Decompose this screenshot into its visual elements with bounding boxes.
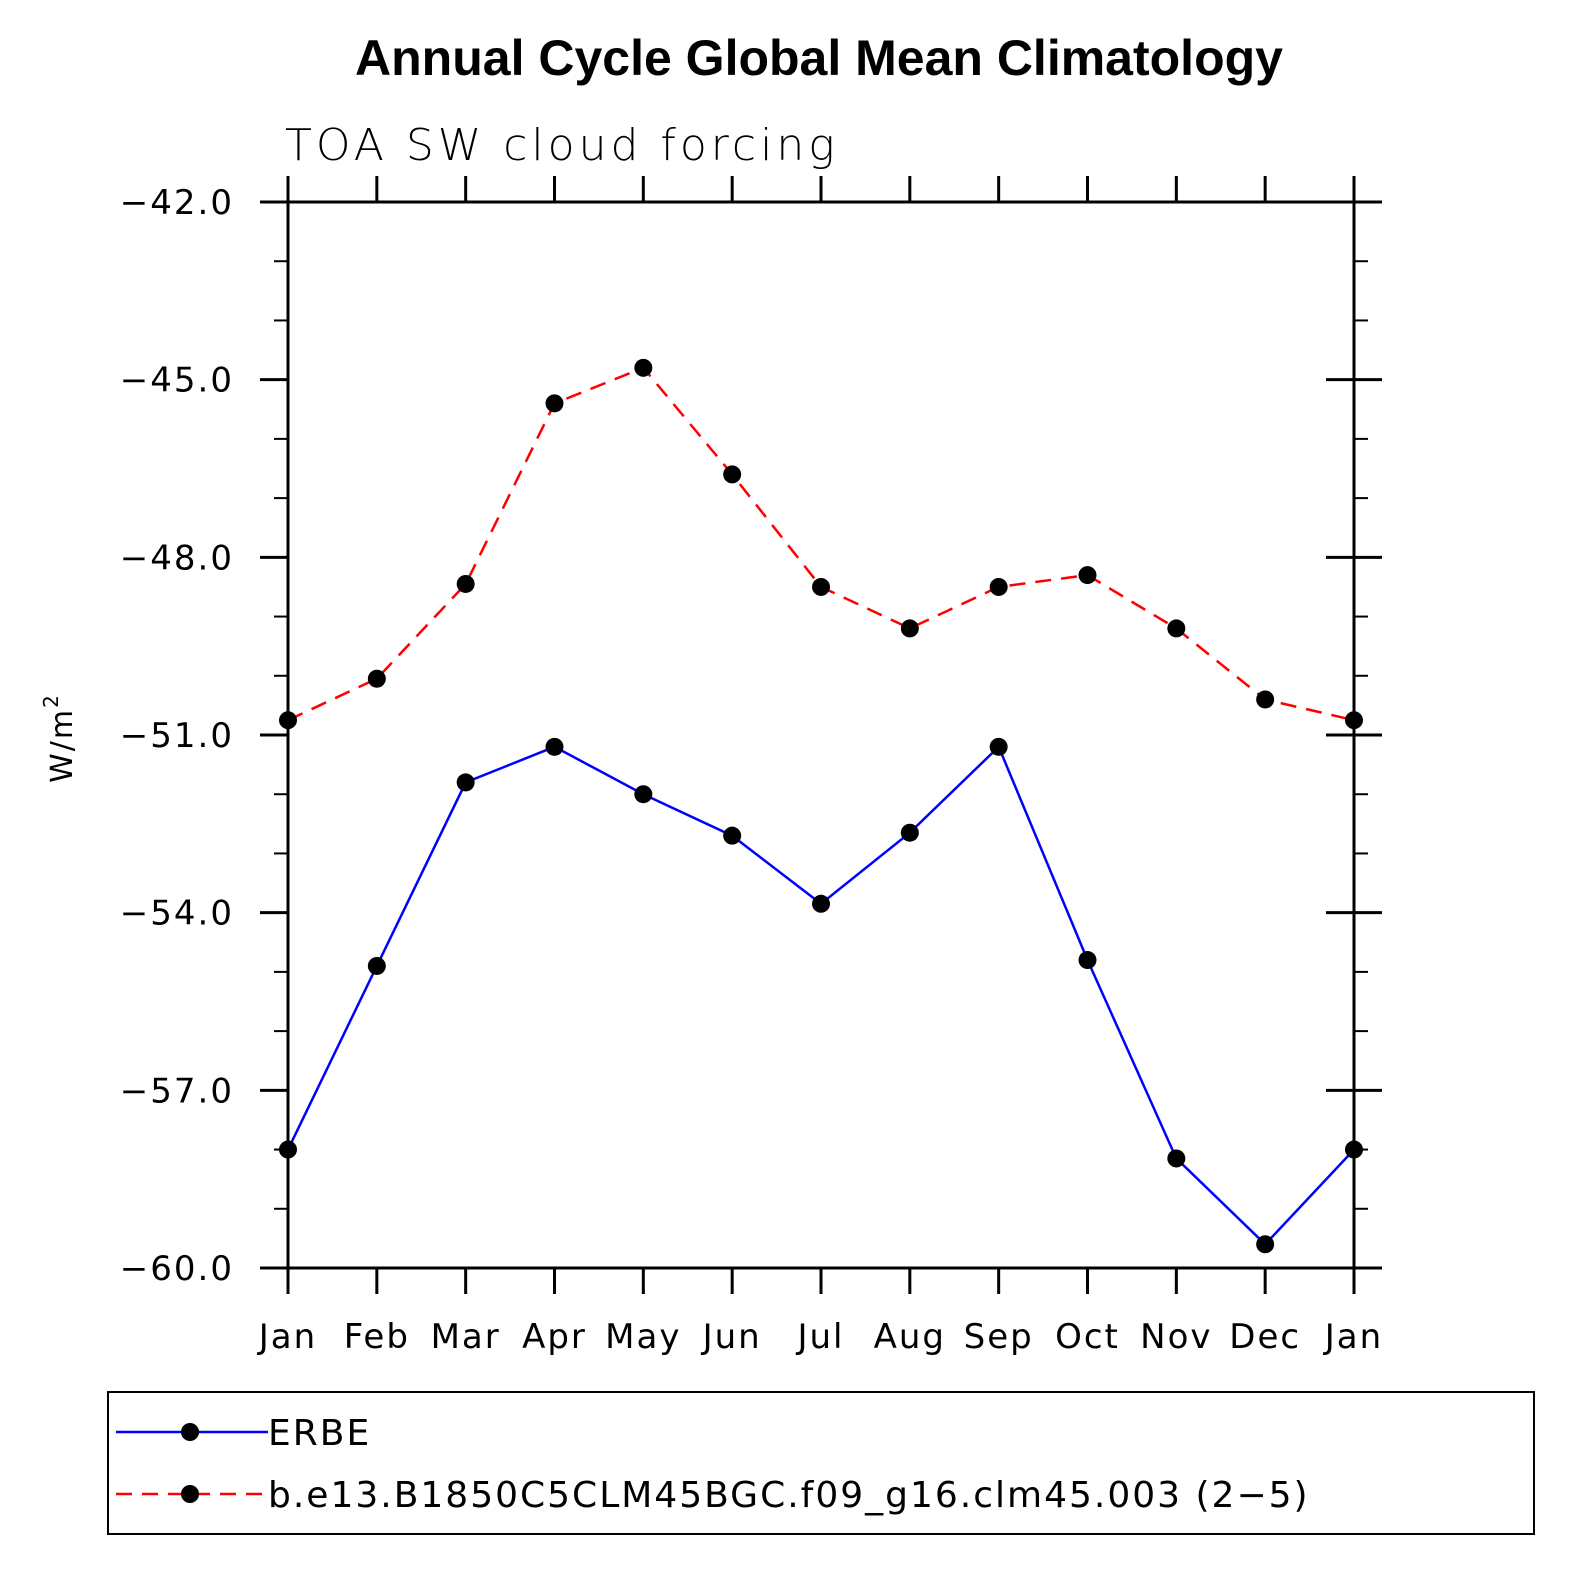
series-line-1 bbox=[287, 366, 1355, 722]
legend-swatch-marker bbox=[181, 1423, 199, 1441]
y-tick-label: −42.0 bbox=[120, 183, 234, 223]
x-tick-label: Jan bbox=[257, 1317, 317, 1357]
series-point-1 bbox=[1167, 619, 1186, 638]
legend: ERBE b.e13.B1850C5CLM45BGC.f09_g16.clm45.… bbox=[116, 1413, 1310, 1516]
x-tick-labels: Jan Feb Mar Apr May Jun Jul Aug Sep Oct Nov Dec Jan bbox=[257, 1317, 1383, 1357]
series-point-0 bbox=[1256, 1235, 1275, 1254]
y-axis-label-superscript: 2 bbox=[39, 693, 63, 708]
series-point-1 bbox=[279, 711, 297, 730]
y-tick-label: −54.0 bbox=[120, 894, 234, 934]
x-tick-label: Nov bbox=[1140, 1317, 1212, 1357]
x-tick-label: Dec bbox=[1229, 1317, 1301, 1357]
series-points bbox=[279, 358, 1363, 1254]
y-tick-labels: −42.0 −45.0 −48.0 −51.0 −54.0 −57.0 −60.0 bbox=[120, 183, 234, 1289]
x-tick-label: Feb bbox=[344, 1317, 410, 1357]
x-tick-label: Jun bbox=[701, 1317, 762, 1357]
series-point-1 bbox=[989, 577, 1008, 596]
series-point-1 bbox=[545, 394, 564, 413]
series-point-1 bbox=[367, 669, 386, 688]
x-tick-label: Sep bbox=[964, 1317, 1034, 1357]
series-point-1 bbox=[634, 358, 653, 377]
legend-label: b.e13.B1850C5CLM45BGC.f09_g16.clm45.003 … bbox=[268, 1475, 1310, 1516]
y-tick-label: −51.0 bbox=[120, 716, 234, 756]
x-tick-label: Aug bbox=[874, 1317, 946, 1357]
series-point-1 bbox=[1256, 690, 1275, 709]
series-line-0 bbox=[286, 744, 1355, 1247]
series-point-1 bbox=[1078, 566, 1097, 585]
series-point-0 bbox=[1167, 1149, 1186, 1168]
series-point-0 bbox=[279, 1140, 297, 1159]
axis-ticks bbox=[260, 176, 1382, 1294]
series-point-0 bbox=[367, 956, 386, 975]
x-tick-label: Jan bbox=[1323, 1317, 1383, 1357]
series-point-0 bbox=[634, 785, 653, 804]
series-point-0 bbox=[723, 826, 742, 845]
chart-subtitle: TOA SW cloud forcing bbox=[285, 120, 839, 171]
y-tick-label: −45.0 bbox=[120, 361, 234, 401]
series-point-1 bbox=[723, 465, 742, 484]
legend-label: ERBE bbox=[268, 1413, 371, 1454]
y-tick-label: −48.0 bbox=[120, 538, 234, 578]
series-point-0 bbox=[545, 737, 564, 756]
series-point-0 bbox=[456, 773, 475, 792]
series-point-0 bbox=[900, 823, 919, 842]
chart-title: Annual Cycle Global Mean Climatology bbox=[355, 30, 1283, 86]
y-axis-label-text: W/m bbox=[45, 708, 80, 783]
x-tick-label: Mar bbox=[431, 1317, 501, 1357]
series-point-0 bbox=[989, 737, 1008, 756]
x-tick-label: Apr bbox=[522, 1317, 587, 1357]
plot-frame bbox=[286, 200, 1356, 1270]
y-tick-label: −57.0 bbox=[120, 1071, 234, 1111]
y-tick-label: −60.0 bbox=[120, 1249, 234, 1289]
x-tick-label: Oct bbox=[1055, 1317, 1120, 1357]
series-point-1 bbox=[900, 619, 919, 638]
legend-swatch-marker bbox=[181, 1485, 199, 1503]
series-point-0 bbox=[1345, 1140, 1363, 1159]
y-axis-label: W/m2 bbox=[39, 693, 80, 783]
x-tick-label: Jul bbox=[795, 1317, 844, 1357]
series-point-0 bbox=[1078, 951, 1097, 970]
series-point-1 bbox=[1345, 711, 1363, 730]
series-point-1 bbox=[812, 577, 830, 596]
series-point-0 bbox=[812, 894, 830, 913]
series-point-1 bbox=[456, 574, 475, 593]
x-tick-label: May bbox=[605, 1317, 681, 1357]
legend-box bbox=[107, 1391, 1535, 1535]
series-lines bbox=[286, 366, 1355, 1247]
svg-text:W/m2: W/m2 bbox=[39, 693, 80, 783]
